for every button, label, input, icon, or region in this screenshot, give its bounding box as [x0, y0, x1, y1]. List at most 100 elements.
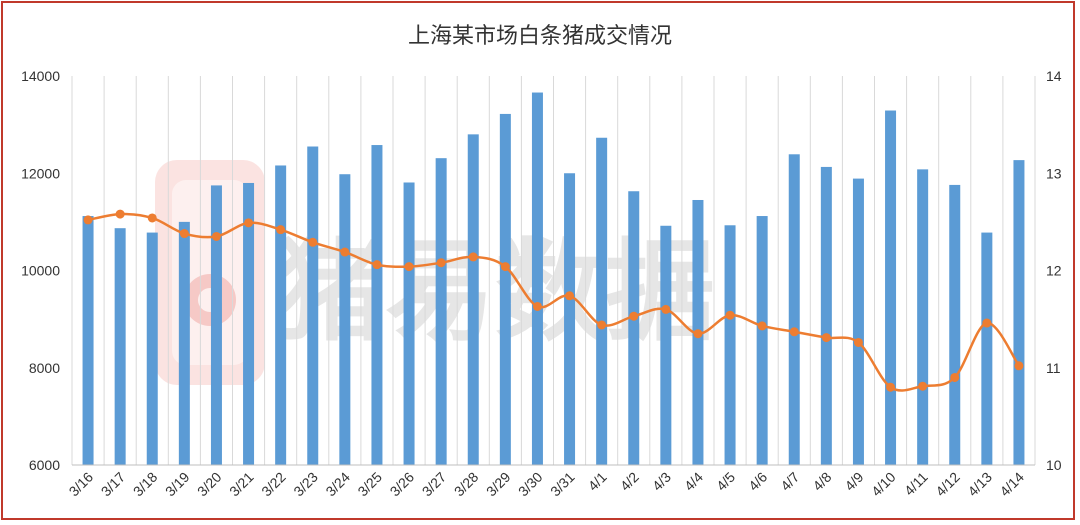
- x-tick-label: 3/20: [194, 469, 225, 500]
- grid: [71, 76, 1036, 465]
- bar: [82, 216, 94, 465]
- bar: [243, 182, 255, 465]
- y-tick-label: 12000: [21, 165, 60, 181]
- bar: [275, 165, 287, 465]
- bar: [403, 182, 415, 465]
- line-point: [500, 262, 510, 272]
- line-point: [565, 291, 575, 301]
- line-point: [661, 304, 671, 314]
- x-tick-label: 3/23: [290, 469, 321, 500]
- x-axis: 3/16 3/17 3/18 3/19 3/20 3/21 3/22 3/23 3/24 3/25…: [66, 469, 1028, 500]
- x-tick-label: 3/24: [322, 469, 353, 500]
- y2-tick-label: 10: [1046, 457, 1062, 473]
- bar: [339, 174, 351, 465]
- bar: [178, 221, 190, 465]
- y-tick-label: 8000: [29, 360, 60, 376]
- bar: [307, 146, 319, 465]
- y-tick-label: 14000: [21, 68, 60, 84]
- x-tick-label: 3/26: [387, 469, 418, 500]
- bar: [531, 92, 543, 465]
- x-tick-label: 4/9: [841, 469, 866, 494]
- chart-title: 上海某市场白条猪成交情况: [408, 24, 672, 49]
- line-point: [629, 311, 639, 321]
- line-point: [404, 262, 414, 272]
- line-point: [789, 327, 799, 337]
- x-tick-label: 4/7: [777, 469, 802, 494]
- x-tick-label: 4/11: [901, 469, 931, 499]
- bar: [467, 134, 479, 465]
- line-point: [276, 225, 286, 235]
- bar: [820, 166, 832, 465]
- line-point: [83, 215, 93, 225]
- bar: [596, 137, 608, 465]
- line-point: [147, 213, 157, 223]
- x-tick-label: 3/31: [547, 469, 578, 500]
- bar: [885, 110, 897, 466]
- line-point: [886, 382, 896, 392]
- line-point: [982, 318, 992, 328]
- y-axis-left: 6000 8000 10000 12000 14000: [21, 68, 60, 473]
- x-tick-label: 4/13: [964, 469, 995, 500]
- line-point: [757, 321, 767, 331]
- bar: [435, 158, 447, 465]
- bar: [371, 145, 383, 466]
- x-tick-label: 4/12: [932, 469, 963, 500]
- line-point: [693, 329, 703, 339]
- x-tick-label: 3/27: [419, 469, 450, 500]
- bar: [114, 228, 126, 465]
- bar: [852, 178, 864, 465]
- line-point: [244, 218, 254, 228]
- x-tick-label: 4/3: [649, 469, 674, 494]
- x-tick-label: 3/29: [483, 469, 514, 500]
- bar: [210, 185, 222, 465]
- x-tick-label: 3/19: [162, 469, 193, 500]
- line-point: [1014, 361, 1024, 371]
- x-tick-label: 3/21: [226, 469, 257, 500]
- bar: [949, 184, 961, 466]
- x-tick-label: 4/10: [868, 469, 899, 500]
- x-tick-label: 4/14: [996, 469, 1027, 500]
- x-tick-label: 3/18: [130, 469, 161, 500]
- line-point: [179, 229, 189, 239]
- bar: [788, 154, 800, 465]
- y-tick-label: 6000: [29, 457, 60, 473]
- x-tick-label: 3/30: [515, 469, 546, 500]
- x-tick-label: 4/4: [681, 469, 706, 494]
- line-point: [340, 247, 350, 257]
- line-point: [115, 209, 125, 219]
- line-point: [597, 320, 607, 330]
- line-point: [211, 231, 221, 241]
- y2-tick-label: 14: [1046, 68, 1062, 84]
- bar: [981, 232, 993, 465]
- x-tick-label: 3/28: [451, 469, 482, 500]
- bar: [628, 191, 640, 465]
- bar: [756, 216, 768, 465]
- bar: [564, 173, 576, 465]
- x-tick-label: 3/17: [98, 469, 129, 500]
- bar: [917, 169, 929, 466]
- line-point: [821, 333, 831, 343]
- x-tick-label: 4/5: [713, 469, 738, 494]
- bar: [660, 225, 672, 465]
- x-tick-label: 4/2: [617, 469, 642, 494]
- line-point: [950, 372, 960, 382]
- line-point: [372, 260, 382, 270]
- bar: [724, 225, 736, 465]
- y-axis-right: 10 11 12 13 14: [1046, 68, 1062, 473]
- y2-tick-label: 13: [1046, 165, 1062, 181]
- bar: [499, 113, 511, 466]
- line-point: [308, 237, 318, 247]
- x-tick-label: 3/22: [258, 469, 289, 500]
- x-tick-label: 4/8: [809, 469, 834, 494]
- line-point: [853, 337, 863, 347]
- y-tick-label: 10000: [21, 263, 60, 279]
- x-tick-label: 3/16: [66, 469, 97, 500]
- line-point: [918, 381, 928, 391]
- bar: [146, 232, 158, 465]
- x-tick-label: 3/25: [354, 469, 385, 500]
- y2-tick-label: 12: [1046, 263, 1062, 279]
- line-point: [725, 310, 735, 320]
- line-point: [468, 252, 478, 262]
- line-series: [83, 209, 1024, 392]
